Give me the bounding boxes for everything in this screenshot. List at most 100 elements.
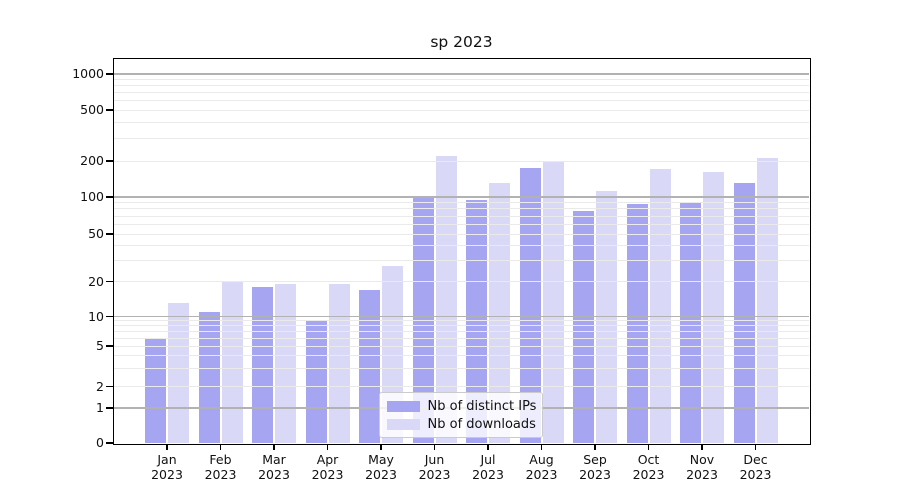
bar-downloads — [489, 183, 510, 443]
bar-distinct-ips — [519, 167, 541, 443]
gridline-minor — [114, 92, 809, 94]
chart-title: sp 2023 — [430, 33, 493, 51]
gridline-minor — [114, 337, 809, 339]
y-axis-tick-mark — [105, 280, 113, 283]
gridline-minor — [114, 355, 809, 357]
x-axis-tick-mark — [326, 444, 329, 450]
bar-distinct-ips — [733, 183, 755, 443]
bar-downloads — [756, 158, 778, 443]
legend-swatch-distinct-ips — [386, 400, 420, 412]
bar-distinct-ips — [145, 338, 166, 443]
y-axis-tick-label: 50 — [88, 226, 104, 241]
gridline-minor — [114, 208, 809, 210]
x-axis-tick-label: Feb 2023 — [204, 452, 237, 482]
y-axis-tick-mark — [105, 345, 113, 347]
y-axis-tick-label: 2 — [96, 378, 104, 394]
x-axis-tick-label: Jul 2023 — [472, 452, 504, 482]
y-axis-tick-label: 5 — [96, 338, 104, 353]
y-axis-tick-mark — [105, 407, 113, 409]
x-axis-tick-label: Aug 2023 — [525, 452, 558, 482]
y-axis-tick-mark — [105, 160, 113, 162]
gridline-minor — [114, 320, 809, 322]
x-axis-tick-mark — [273, 444, 275, 450]
x-axis-tick-label: Nov 2023 — [686, 452, 718, 482]
legend: Nb of distinct IPs Nb of downloads — [378, 391, 543, 438]
bar-downloads — [649, 169, 671, 443]
bar-distinct-ips — [626, 204, 648, 443]
x-axis-tick-label: Jan 2023 — [151, 452, 183, 482]
gridline-minor — [114, 281, 809, 282]
x-axis-tick-mark — [487, 444, 489, 450]
gridline-major — [114, 196, 809, 198]
legend-swatch-downloads — [386, 418, 420, 430]
y-axis-tick-label: 10 — [88, 308, 104, 324]
x-axis-tick-mark — [219, 444, 222, 450]
y-axis-tick-label: 0 — [96, 435, 104, 450]
gridline-minor — [114, 386, 809, 387]
y-axis-tick-label: 1 — [96, 400, 104, 415]
x-axis-tick-mark — [433, 444, 436, 450]
x-axis-tick-mark — [166, 444, 168, 450]
bar-distinct-ips — [359, 289, 380, 443]
gridline-minor — [114, 85, 809, 87]
gridline-minor — [114, 121, 809, 123]
x-axis-tick-label: May 2023 — [365, 452, 397, 482]
gridline-minor — [114, 137, 809, 139]
bar-downloads — [542, 162, 564, 443]
gridline-minor — [114, 245, 809, 247]
legend-label-downloads: Nb of downloads — [427, 416, 536, 432]
x-axis-tick-mark — [647, 444, 650, 450]
gridline-minor — [114, 233, 809, 235]
x-axis-tick-label: Jun 2023 — [418, 452, 451, 482]
y-axis-tick-label: 20 — [88, 273, 104, 289]
y-axis-tick-label: 1000 — [72, 66, 104, 81]
gridline-minor — [114, 78, 809, 80]
y-axis-tick-mark — [105, 73, 113, 75]
legend-item-distinct-ips: Nb of distinct IPs — [386, 399, 536, 414]
x-axis-tick-label: Oct 2023 — [632, 452, 665, 482]
bar-downloads — [221, 281, 243, 443]
gridline-minor — [114, 223, 809, 225]
bar-distinct-ips — [412, 197, 434, 443]
bar-distinct-ips — [305, 320, 327, 443]
gridline-minor — [114, 202, 809, 204]
gridline-minor — [114, 325, 809, 327]
y-axis-tick-mark — [105, 196, 113, 198]
x-axis-tick-mark — [380, 444, 382, 450]
x-axis-tick-label: Dec 2023 — [739, 452, 772, 482]
y-axis-tick-label: 200 — [80, 153, 104, 168]
x-axis-tick-label: Apr 2023 — [311, 452, 344, 482]
y-axis-tick-mark — [105, 385, 113, 388]
y-axis-tick-label: 500 — [80, 102, 104, 117]
bar-downloads — [328, 284, 350, 443]
gridline-minor — [114, 259, 809, 261]
bar-downloads — [703, 171, 724, 443]
bar-distinct-ips — [680, 202, 701, 443]
x-axis-tick-label: Mar 2023 — [258, 452, 290, 482]
y-axis-tick-mark — [105, 442, 113, 444]
gridline-minor — [114, 215, 809, 217]
x-axis-tick-mark — [701, 444, 703, 450]
y-axis-tick-mark — [105, 233, 113, 235]
gridline-minor — [114, 331, 809, 333]
gridline-minor — [114, 160, 809, 162]
x-axis-tick-label: Sep 2023 — [579, 452, 611, 482]
bar-downloads — [435, 155, 457, 443]
x-axis-tick-mark — [594, 444, 596, 450]
gridline-minor — [114, 100, 809, 102]
x-axis-tick-mark — [540, 444, 543, 450]
x-axis-tick-mark — [754, 444, 757, 450]
legend-item-downloads: Nb of downloads — [386, 416, 536, 432]
bar-downloads — [275, 284, 296, 443]
bar-distinct-ips — [198, 311, 220, 443]
bar-distinct-ips — [573, 210, 594, 443]
gridline-major — [114, 73, 809, 75]
gridline-major — [114, 315, 809, 318]
y-axis-tick-mark — [105, 109, 113, 111]
gridline-minor — [114, 368, 809, 370]
y-axis-tick-mark — [105, 315, 113, 318]
gridline-minor — [114, 109, 809, 111]
